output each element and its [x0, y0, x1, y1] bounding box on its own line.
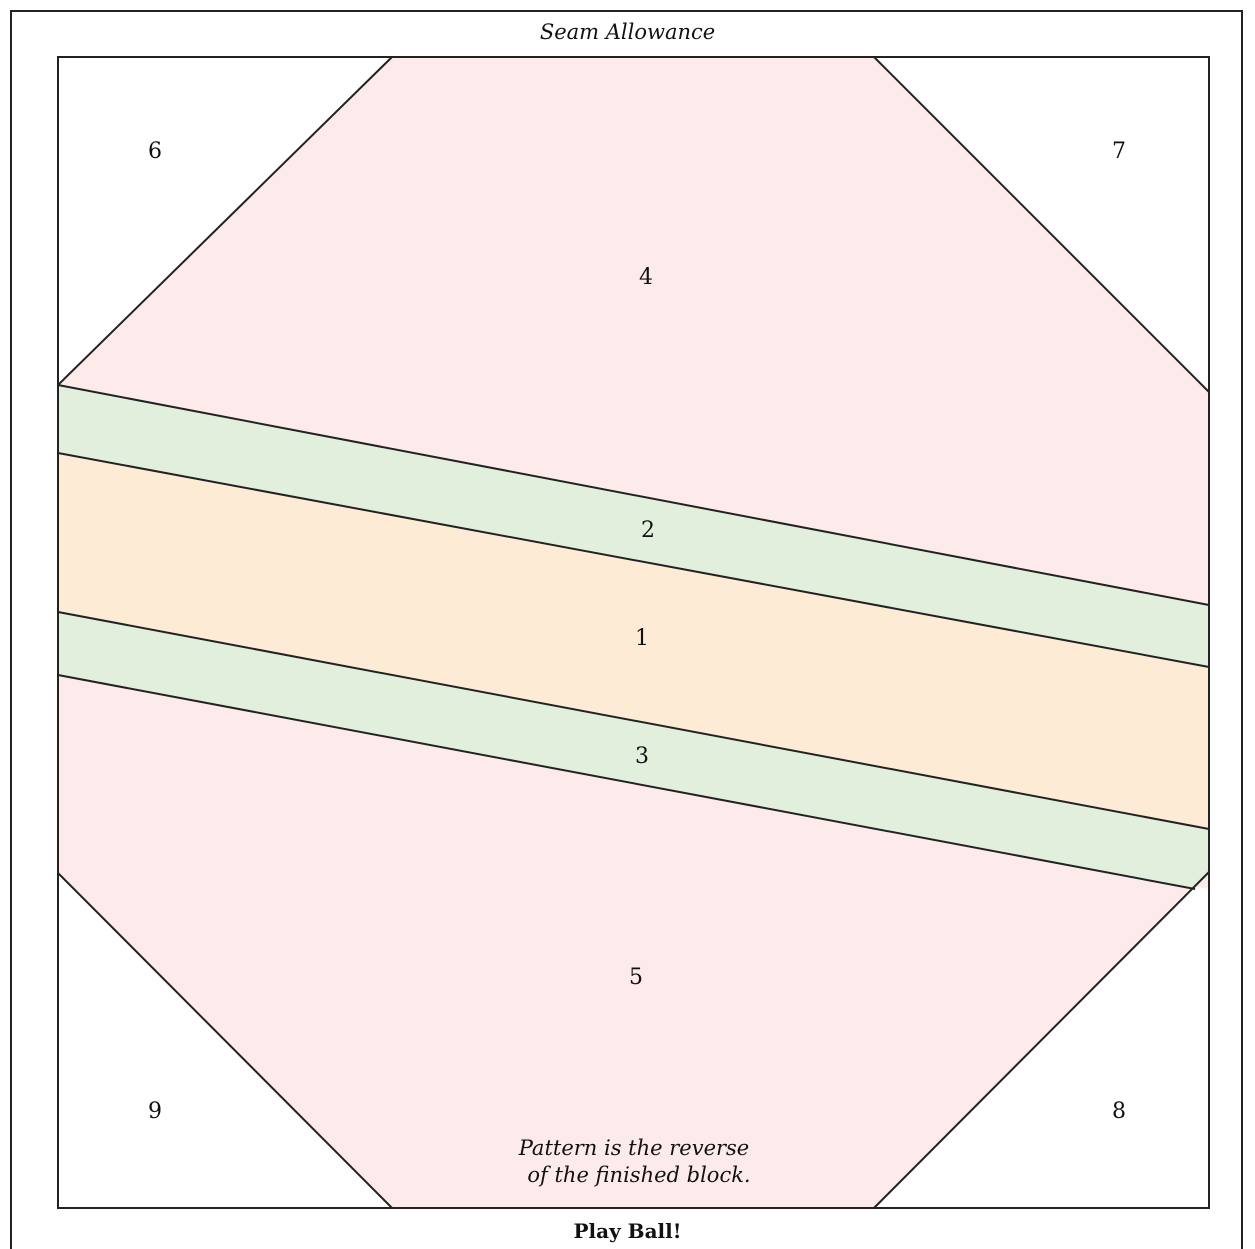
piece-2 [58, 385, 1209, 667]
block-title: Play Ball! [573, 1219, 682, 1243]
piece-label-9: 9 [148, 1099, 162, 1124]
seam-lines [57, 56, 1210, 1209]
reverse-note-line-1: Pattern is the reverse [518, 1136, 750, 1160]
reverse-note-line-2: of the finished block. [527, 1163, 750, 1187]
piece-5 [58, 675, 1209, 1208]
piece-4 [58, 57, 1209, 605]
piece-label-3: 3 [635, 744, 649, 769]
seam-allowance-label: Seam Allowance [539, 20, 716, 44]
piece-label-2: 2 [641, 518, 655, 543]
page-border [10, 10, 1243, 1249]
piece-1 [58, 453, 1209, 829]
piece-label-4: 4 [639, 265, 653, 290]
piece-3 [58, 612, 1209, 889]
piece-label-1: 1 [635, 626, 649, 651]
piece-label-6: 6 [148, 139, 162, 164]
piece-label-8: 8 [1112, 1099, 1126, 1124]
piece-label-5: 5 [629, 965, 643, 990]
piece-label-7: 7 [1112, 139, 1126, 164]
